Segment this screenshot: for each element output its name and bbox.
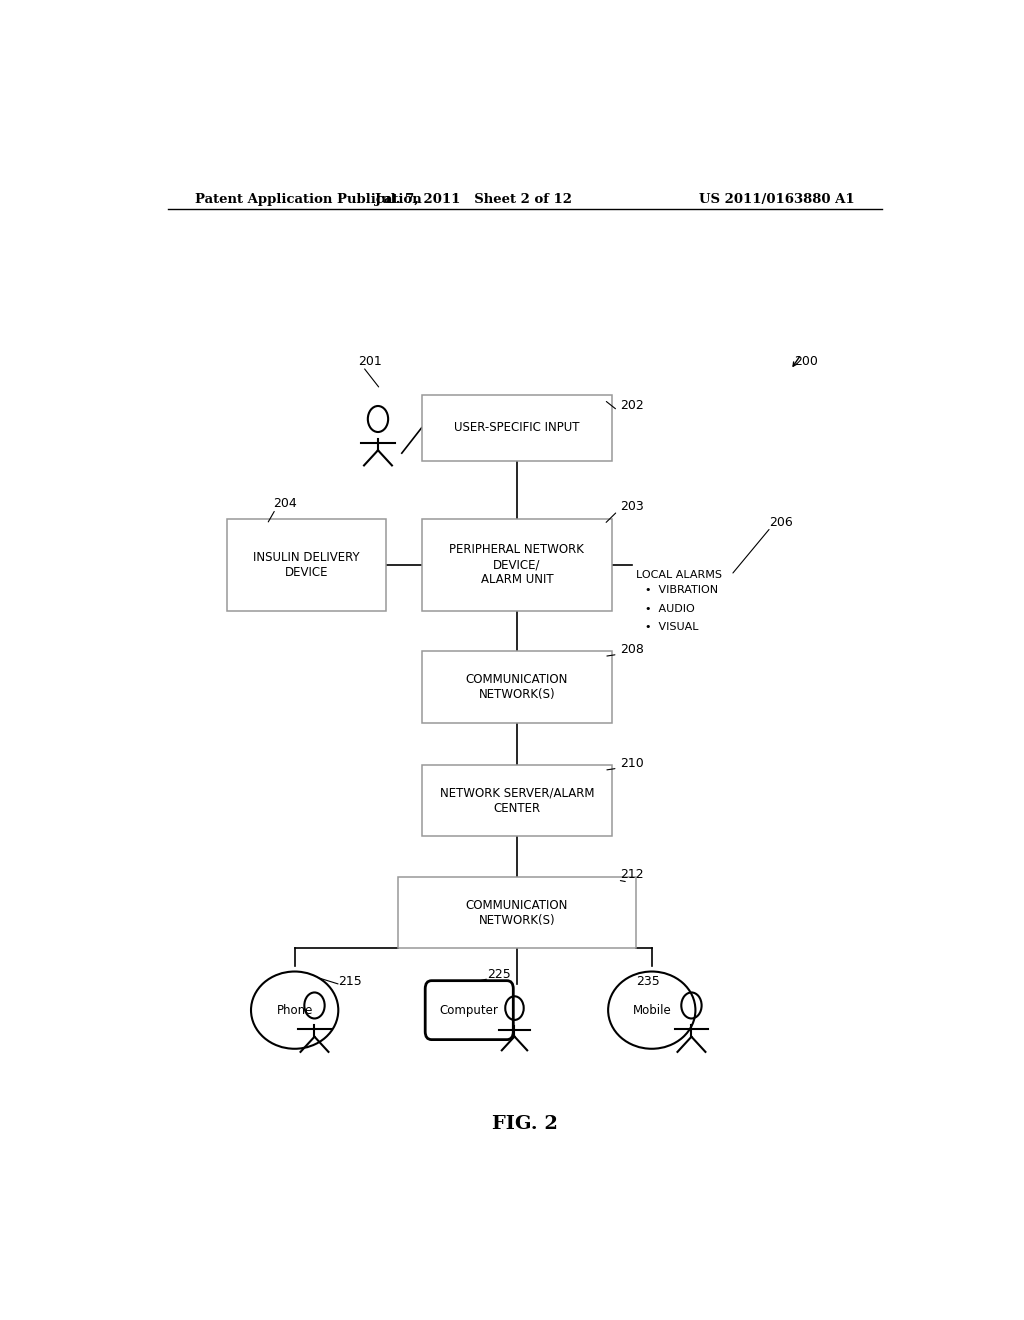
Text: 202: 202 [620, 399, 644, 412]
Text: LOCAL ALARMS: LOCAL ALARMS [636, 570, 722, 579]
Bar [227, 519, 386, 611]
Bar [422, 766, 612, 837]
Text: Jul. 7, 2011   Sheet 2 of 12: Jul. 7, 2011 Sheet 2 of 12 [375, 193, 571, 206]
Text: 201: 201 [358, 355, 382, 368]
Text: 200: 200 [795, 355, 818, 368]
Ellipse shape [608, 972, 695, 1049]
Text: 210: 210 [620, 756, 644, 770]
Text: US 2011/0163880 A1: US 2011/0163880 A1 [698, 193, 854, 206]
Text: 235: 235 [636, 975, 659, 989]
Text: 212: 212 [620, 869, 644, 882]
Text: COMMUNICATION
NETWORK(S): COMMUNICATION NETWORK(S) [466, 899, 568, 927]
Text: Phone: Phone [276, 1003, 313, 1016]
Text: •  VIBRATION: • VIBRATION [645, 585, 719, 595]
Text: Mobile: Mobile [633, 1003, 671, 1016]
Bar [397, 876, 636, 948]
Text: 204: 204 [273, 498, 297, 511]
Text: USER-SPECIFIC INPUT: USER-SPECIFIC INPUT [454, 421, 580, 434]
Text: •  VISUAL: • VISUAL [645, 622, 699, 632]
Text: 203: 203 [620, 499, 644, 512]
Text: 225: 225 [487, 968, 511, 981]
Bar [422, 395, 612, 461]
Text: •  AUDIO: • AUDIO [645, 603, 695, 614]
Text: NETWORK SERVER/ALARM
CENTER: NETWORK SERVER/ALARM CENTER [439, 787, 594, 814]
Text: Computer: Computer [440, 1003, 499, 1016]
Text: 208: 208 [620, 643, 644, 656]
Bar [422, 651, 612, 722]
Ellipse shape [251, 972, 338, 1049]
Text: FIG. 2: FIG. 2 [492, 1115, 558, 1133]
Text: COMMUNICATION
NETWORK(S): COMMUNICATION NETWORK(S) [466, 673, 568, 701]
Text: INSULIN DELIVERY
DEVICE: INSULIN DELIVERY DEVICE [253, 550, 359, 579]
Text: Patent Application Publication: Patent Application Publication [196, 193, 422, 206]
Text: PERIPHERAL NETWORK
DEVICE/
ALARM UNIT: PERIPHERAL NETWORK DEVICE/ ALARM UNIT [450, 544, 585, 586]
Bar [422, 519, 612, 611]
FancyBboxPatch shape [425, 981, 513, 1040]
Text: 215: 215 [338, 975, 362, 989]
Text: 206: 206 [769, 516, 793, 529]
